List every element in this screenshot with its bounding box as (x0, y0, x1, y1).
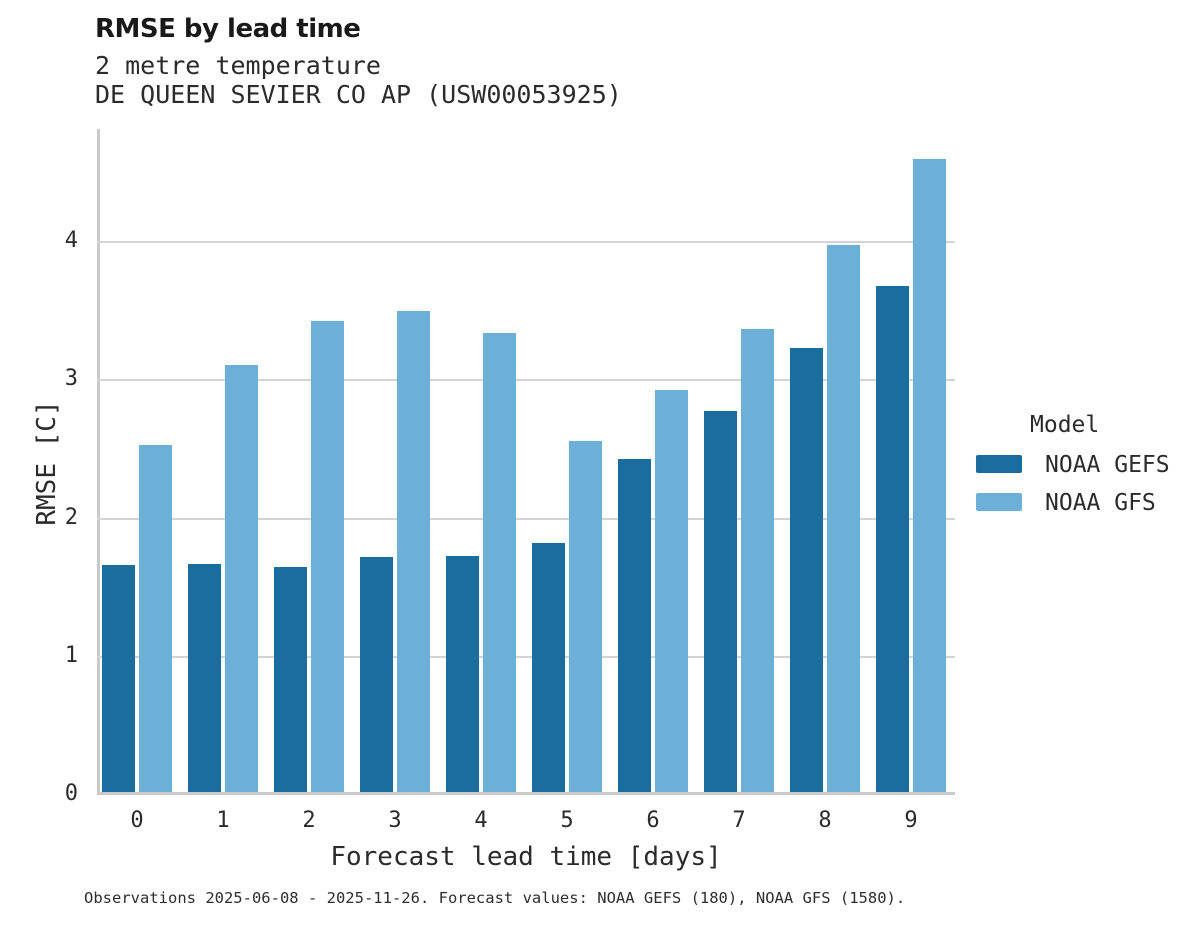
bar-noaa-gfs-lead-0 (139, 445, 172, 792)
chart-station-subtitle: DE QUEEN SEVIER CO AP (USW00053925) (95, 80, 622, 109)
x-tick-label-1: 1 (216, 808, 230, 833)
x-tick-label-0: 0 (130, 808, 144, 833)
bar-noaa-gefs-lead-6 (618, 459, 651, 792)
y-axis-spine (97, 129, 100, 795)
y-tick-label-3: 3 (64, 366, 78, 392)
y-tick-label-0: 0 (64, 781, 78, 806)
gridline-y-3 (97, 379, 955, 382)
gridline-y-1 (97, 655, 955, 658)
caption: Observations 2025-06-08 - 2025-11-26. Fo… (84, 889, 906, 907)
x-tick-label-8: 8 (818, 808, 832, 833)
bar-noaa-gfs-lead-4 (483, 333, 516, 792)
x-tick-label-2: 2 (302, 808, 316, 833)
gridline-y-2 (97, 517, 955, 520)
bar-noaa-gfs-lead-5 (569, 441, 602, 792)
gridline-y-4 (97, 241, 955, 244)
bar-noaa-gfs-lead-6 (655, 390, 688, 792)
legend-label-noaa-gfs: NOAA GFS (1045, 490, 1156, 516)
x-tick-label-6: 6 (646, 808, 660, 833)
bar-noaa-gefs-lead-7 (704, 411, 737, 792)
bar-noaa-gfs-lead-2 (311, 321, 344, 792)
chart-title: RMSE by lead time (95, 14, 361, 44)
x-tick-label-7: 7 (732, 808, 746, 833)
bar-noaa-gfs-lead-1 (225, 365, 258, 792)
legend-title: Model (1030, 412, 1100, 438)
x-tick-label-9: 9 (904, 808, 918, 833)
bar-noaa-gefs-lead-1 (188, 564, 221, 792)
bar-noaa-gefs-lead-5 (532, 543, 565, 792)
x-axis-label: Forecast lead time [days] (330, 842, 722, 872)
bar-noaa-gfs-lead-7 (741, 329, 774, 792)
bar-noaa-gefs-lead-0 (102, 565, 135, 792)
x-tick-label-5: 5 (560, 808, 574, 833)
bar-noaa-gefs-lead-9 (876, 286, 909, 792)
bar-noaa-gefs-lead-4 (446, 556, 479, 792)
y-tick-label-1: 1 (64, 642, 78, 668)
x-tick-label-3: 3 (388, 808, 402, 833)
legend-swatch-noaa-gfs (976, 493, 1022, 511)
bar-noaa-gefs-lead-8 (790, 348, 823, 792)
x-tick-label-4: 4 (474, 808, 488, 833)
bar-noaa-gefs-lead-3 (360, 557, 393, 792)
bar-noaa-gfs-lead-8 (827, 245, 860, 792)
legend-swatch-noaa-gefs (976, 455, 1022, 473)
bar-noaa-gfs-lead-3 (397, 311, 430, 792)
chart-subtitle: 2 metre temperature (95, 51, 381, 80)
legend-label-noaa-gefs: NOAA GEFS (1045, 452, 1170, 478)
x-axis-spine (97, 792, 955, 795)
plot-area (97, 129, 955, 795)
bar-noaa-gefs-lead-2 (274, 567, 307, 792)
y-tick-label-4: 4 (64, 228, 78, 254)
bar-noaa-gfs-lead-9 (913, 159, 946, 792)
y-tick-label-2: 2 (64, 504, 78, 530)
